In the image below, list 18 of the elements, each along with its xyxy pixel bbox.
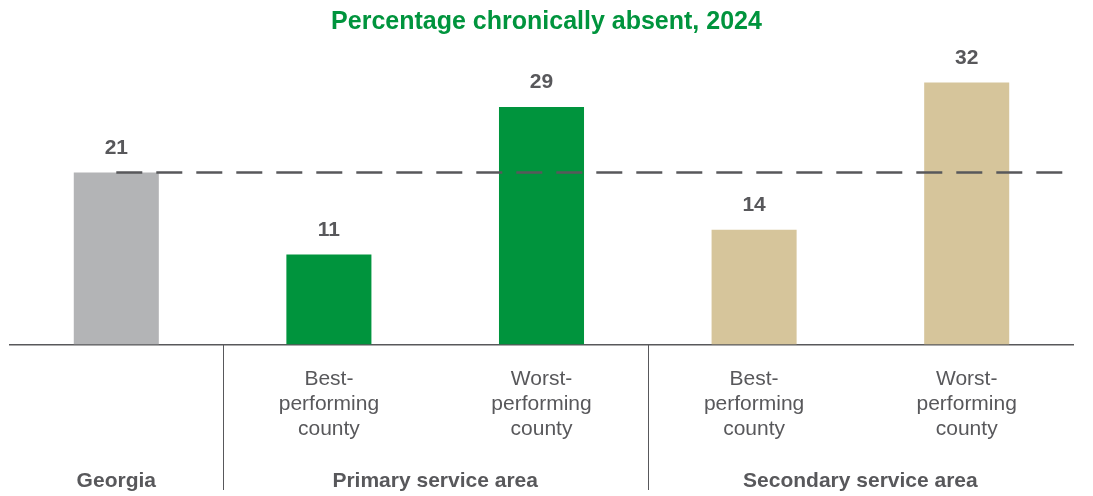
data-label: 32: [955, 44, 979, 68]
text: Secondary service area: [743, 468, 978, 492]
data-label: 14: [742, 192, 767, 216]
bar: [711, 229, 797, 345]
bar: [924, 82, 1010, 345]
bar: [286, 254, 372, 345]
bar: [498, 107, 585, 345]
x-tick-label: Worst-performing county: [916, 365, 1017, 440]
data-label: 11: [317, 216, 341, 240]
text: Primary service area: [332, 468, 538, 492]
bar: [73, 172, 159, 345]
text: Georgia: [76, 468, 156, 492]
x-tick-label: Best-performing county: [278, 365, 380, 440]
x-tick-label: Worst-performing county: [491, 365, 592, 440]
x-tick-label: Best-performing county: [703, 365, 805, 440]
data-label: 29: [529, 69, 554, 93]
chart-title: Percentage chronically absent, 2024: [330, 6, 763, 35]
data-label: 21: [104, 134, 129, 158]
